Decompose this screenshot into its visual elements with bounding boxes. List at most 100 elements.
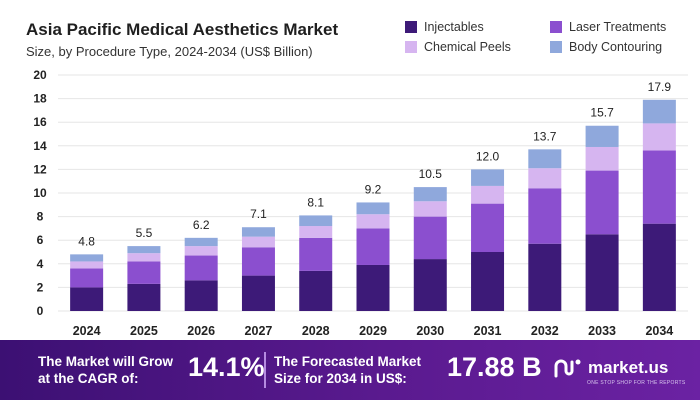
forecast-label: The Forecasted Market Size for 2034 in U… bbox=[274, 353, 421, 387]
bar-total-label: 17.9 bbox=[648, 80, 672, 94]
y-tick-label: 4 bbox=[37, 257, 44, 271]
y-tick-label: 20 bbox=[33, 68, 47, 82]
bar-segment-chemical-peels bbox=[356, 214, 390, 229]
bar-total-label: 7.1 bbox=[250, 207, 267, 221]
bar-segment-injectables bbox=[127, 283, 161, 311]
bar-total-label: 4.8 bbox=[78, 234, 95, 248]
bar-segment-body-contouring bbox=[471, 169, 505, 186]
x-tick-label: 2030 bbox=[416, 324, 444, 338]
bar-segment-body-contouring bbox=[241, 227, 275, 237]
bar-segment-laser-treatments bbox=[184, 255, 218, 281]
y-tick-label: 12 bbox=[33, 162, 47, 176]
x-tick-label: 2024 bbox=[73, 324, 101, 338]
bar-total-label: 8.1 bbox=[307, 195, 324, 209]
x-tick-label: 2032 bbox=[531, 324, 559, 338]
y-tick-label: 8 bbox=[37, 210, 44, 224]
bar-segment-body-contouring bbox=[585, 125, 619, 147]
bar-segment-laser-treatments bbox=[70, 268, 104, 288]
bar-segment-laser-treatments bbox=[241, 247, 275, 276]
bar-segment-body-contouring bbox=[127, 246, 161, 254]
bar-segment-chemical-peels bbox=[528, 168, 562, 189]
brand-name: market.us bbox=[588, 358, 669, 377]
bar-segment-laser-treatments bbox=[356, 228, 390, 265]
bar-total-label: 10.5 bbox=[419, 167, 443, 181]
cagr-value: 14.1% bbox=[188, 352, 265, 382]
bar-segment-chemical-peels bbox=[299, 226, 333, 238]
legend-swatch bbox=[405, 21, 417, 33]
y-tick-label: 10 bbox=[33, 186, 47, 200]
y-tick-label: 0 bbox=[37, 304, 44, 318]
bar-total-label: 15.7 bbox=[590, 106, 614, 120]
legend: Injectables Laser Treatments Chemical Pe… bbox=[405, 20, 695, 54]
brand-logo[interactable]: market.us bbox=[553, 357, 668, 379]
legend-item-body-contouring: Body Contouring bbox=[550, 40, 695, 54]
legend-swatch bbox=[405, 41, 417, 53]
bar-segment-injectables bbox=[299, 270, 333, 311]
x-tick-label: 2026 bbox=[187, 324, 215, 338]
bar-segment-chemical-peels bbox=[585, 146, 619, 171]
x-tick-label: 2033 bbox=[588, 324, 616, 338]
cagr-label: The Market will Grow at the CAGR of: bbox=[38, 353, 173, 387]
legend-label: Laser Treatments bbox=[569, 20, 667, 34]
y-tick-label: 16 bbox=[33, 115, 47, 129]
bar-segment-injectables bbox=[356, 264, 390, 311]
y-tick-label: 6 bbox=[37, 233, 44, 247]
bar-segment-body-contouring bbox=[299, 215, 333, 227]
x-tick-label: 2029 bbox=[359, 324, 387, 338]
bar-segment-injectables bbox=[184, 280, 218, 311]
bar-segment-chemical-peels bbox=[127, 253, 161, 262]
stacked-bar-chart: 0 2 4 6 8 10 12 14 16 18 20 4.8 2024 5.5 2025 6.2 2026 7.… bbox=[33, 68, 688, 338]
chart-title: Asia Pacific Medical Aesthetics Market bbox=[26, 20, 339, 39]
bar-segment-body-contouring bbox=[528, 149, 562, 169]
x-tick-label: 2034 bbox=[645, 324, 673, 338]
bar-segment-injectables bbox=[642, 223, 676, 311]
legend-item-injectables: Injectables bbox=[405, 20, 550, 34]
bar-segment-body-contouring bbox=[356, 202, 390, 215]
bar-segment-body-contouring bbox=[70, 254, 104, 262]
footer-banner: The Market will Grow at the CAGR of: 14.… bbox=[0, 340, 700, 400]
legend-swatch bbox=[550, 21, 562, 33]
chart-subtitle: Size, by Procedure Type, 2024-2034 (US$ … bbox=[26, 44, 313, 59]
y-tick-label: 18 bbox=[33, 92, 47, 106]
legend-swatch bbox=[550, 41, 562, 53]
bar-segment-chemical-peels bbox=[70, 261, 104, 269]
bar-segment-laser-treatments bbox=[585, 170, 619, 235]
x-tick-label: 2025 bbox=[130, 324, 158, 338]
legend-item-chemical-peels: Chemical Peels bbox=[405, 40, 550, 54]
x-tick-label: 2028 bbox=[302, 324, 330, 338]
legend-item-laser-treatments: Laser Treatments bbox=[550, 20, 695, 34]
footer-divider bbox=[264, 352, 266, 388]
bar-segment-chemical-peels bbox=[642, 123, 676, 151]
bar-segment-chemical-peels bbox=[471, 185, 505, 204]
forecast-label-line-1: The Forecasted Market bbox=[274, 354, 422, 369]
brand-tagline: ONE STOP SHOP FOR THE REPORTS bbox=[587, 380, 686, 386]
bar-segment-chemical-peels bbox=[413, 201, 447, 217]
bar-total-label: 5.5 bbox=[136, 226, 153, 240]
y-tick-label: 14 bbox=[33, 139, 47, 153]
bar-segment-laser-treatments bbox=[471, 203, 505, 252]
cagr-label-line-2: at the CAGR of: bbox=[38, 371, 139, 386]
x-tick-label: 2031 bbox=[474, 324, 502, 338]
bar-total-label: 13.7 bbox=[533, 129, 557, 143]
bar-segment-chemical-peels bbox=[241, 236, 275, 248]
bar-segment-injectables bbox=[241, 275, 275, 311]
forecast-label-line-2: Size for 2034 in US$: bbox=[274, 371, 407, 386]
legend-label: Injectables bbox=[424, 20, 484, 34]
x-tick-label: 2027 bbox=[245, 324, 273, 338]
bar-segment-laser-treatments bbox=[127, 261, 161, 284]
bar-segment-injectables bbox=[528, 243, 562, 311]
legend-label: Chemical Peels bbox=[424, 40, 511, 54]
legend-label: Body Contouring bbox=[569, 40, 663, 54]
bar-total-label: 6.2 bbox=[193, 218, 210, 232]
bar-segment-chemical-peels bbox=[184, 246, 218, 256]
bar-total-label: 12.0 bbox=[476, 149, 500, 163]
forecast-value: 17.88 B bbox=[447, 352, 542, 382]
bar-segment-laser-treatments bbox=[299, 237, 333, 271]
y-tick-label: 2 bbox=[37, 280, 44, 294]
bar-segment-injectables bbox=[471, 252, 505, 311]
bar-segment-laser-treatments bbox=[642, 150, 676, 224]
bar-segment-body-contouring bbox=[642, 99, 676, 124]
bar-segment-body-contouring bbox=[413, 187, 447, 202]
bar-segment-body-contouring bbox=[184, 237, 218, 247]
bar-segment-injectables bbox=[585, 234, 619, 311]
